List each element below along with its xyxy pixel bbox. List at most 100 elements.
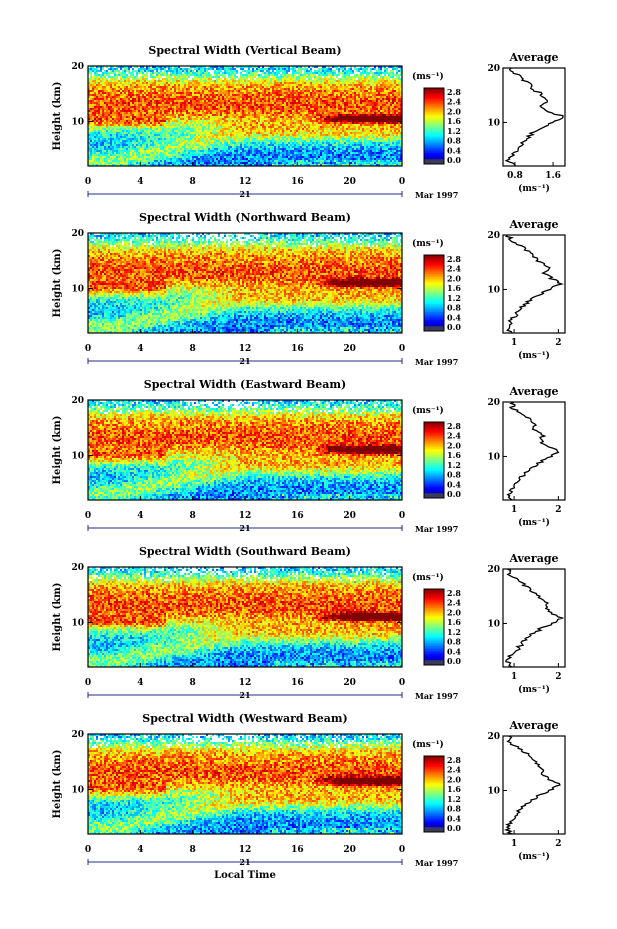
x-tick-label: 0: [399, 845, 405, 855]
x-tick-label: 8: [190, 177, 196, 187]
colorbar-swatch: [424, 639, 444, 642]
colorbar-swatch: [424, 642, 444, 645]
colorbar-swatch: [424, 126, 444, 128]
colorbar-swatch: [424, 620, 444, 623]
colorbar-tick-label: 1.6: [447, 617, 461, 627]
colorbar-swatch: [424, 296, 444, 299]
colorbar-swatch: [424, 773, 444, 776]
colorbar-swatch: [424, 814, 444, 817]
colorbar-swatch: [424, 652, 444, 655]
avg-x-tick-label: 1: [511, 505, 517, 515]
colorbar-tick-label: 2.4: [447, 264, 461, 274]
colorbar-swatch: [424, 323, 444, 326]
colorbar-swatch: [424, 474, 444, 477]
panel-title: Spectral Width (Vertical Beam): [148, 44, 341, 57]
x-tick-label: 20: [343, 678, 356, 688]
colorbar-swatch: [424, 429, 444, 432]
avg-y-tick-label: 20: [487, 732, 500, 742]
colorbar-swatch: [424, 657, 444, 660]
colorbar-swatch: [424, 116, 444, 119]
colorbar-swatch: [424, 129, 444, 132]
colorbar-swatch: [424, 816, 444, 819]
colorbar-swatch: [424, 767, 444, 770]
colorbar-swatch: [424, 455, 444, 458]
colorbar-swatch: [424, 469, 444, 472]
colorbar-swatch: [424, 485, 444, 488]
colorbar-swatch: [424, 130, 444, 133]
colorbar-swatch: [424, 441, 444, 443]
colorbar-swatch: [424, 107, 444, 109]
colorbar-swatch: [424, 162, 444, 165]
colorbar-swatch: [424, 466, 444, 469]
y-tick-label: 10: [71, 118, 84, 128]
colorbar-swatch: [424, 467, 444, 470]
avg-y-tick-label: 20: [487, 231, 500, 241]
colorbar-swatch: [424, 808, 444, 811]
colorbar-swatch: [424, 811, 444, 814]
x-tick-label: 16: [291, 177, 304, 187]
average-title: Average: [508, 552, 558, 565]
colorbar-unit: (ms⁻¹): [412, 71, 444, 82]
colorbar-tick-label: 0.0: [447, 155, 461, 165]
colorbar-swatch: [424, 122, 444, 125]
colorbar-swatch: [424, 141, 444, 144]
colorbar-swatch: [424, 824, 444, 827]
avg-y-tick-label: 10: [487, 786, 500, 796]
x-tick-label: 16: [291, 678, 304, 688]
colorbar-swatch: [424, 269, 444, 272]
average-frame: [502, 568, 566, 668]
colorbar-swatch: [424, 596, 444, 599]
colorbar-swatch: [424, 496, 444, 499]
colorbar-swatch: [424, 313, 444, 316]
average-title: Average: [508, 719, 558, 732]
panel-title: Spectral Width (Eastward Beam): [144, 378, 346, 391]
colorbar-unit: (ms⁻¹): [412, 572, 444, 583]
colorbar-swatch: [424, 312, 444, 314]
y-axis-label: Height (km): [52, 82, 63, 151]
colorbar-swatch: [424, 439, 444, 442]
colorbar-swatch: [424, 663, 444, 666]
avg-x-tick-label: 2: [555, 338, 561, 348]
colorbar-swatch: [424, 590, 444, 593]
colorbar-swatch: [424, 91, 444, 94]
average-profile-line: [503, 735, 561, 835]
average-profile-line: [506, 401, 560, 501]
colorbar-swatch: [424, 493, 444, 496]
y-tick-label: 20: [71, 62, 84, 72]
colorbar-tick-label: 2.0: [447, 607, 461, 617]
colorbar-swatch: [424, 100, 444, 103]
colorbar-swatch: [424, 121, 444, 124]
panel-3: Spectral Width (Southward Beam)2010Heigh…: [52, 545, 566, 701]
colorbar-swatch: [424, 628, 444, 631]
colorbar-swatch: [424, 650, 444, 653]
x-tick-label: 4: [137, 177, 143, 187]
colorbar-tick-label: 1.6: [447, 784, 461, 794]
colorbar-swatch: [424, 99, 444, 102]
colorbar-tick-label: 0.8: [447, 637, 461, 647]
x-tick-label: 12: [239, 511, 252, 521]
colorbar-swatch: [424, 800, 444, 803]
average-profile-line: [505, 568, 565, 668]
colorbar-swatch: [424, 787, 444, 790]
colorbar-swatch: [424, 655, 444, 658]
colorbar-swatch: [424, 137, 444, 140]
x-tick-label: 0: [85, 344, 91, 354]
day-label: 21: [239, 857, 250, 867]
x-tick-label: 16: [291, 845, 304, 855]
colorbar-swatch: [424, 423, 444, 426]
avg-x-axis-label: (ms⁻¹): [518, 851, 550, 862]
colorbar-swatch: [424, 600, 444, 603]
colorbar-unit: (ms⁻¹): [412, 739, 444, 750]
colorbar-swatch: [424, 285, 444, 288]
colorbar-swatch: [424, 757, 444, 760]
colorbar-swatch: [424, 604, 444, 607]
avg-x-axis-label: (ms⁻¹): [518, 684, 550, 695]
y-tick-label: 10: [71, 786, 84, 796]
colorbar-swatch: [424, 307, 444, 310]
x-tick-label: 0: [85, 177, 91, 187]
colorbar-tick-label: 2.8: [447, 421, 461, 431]
colorbar-swatch: [424, 762, 444, 765]
colorbar-swatch: [424, 612, 444, 615]
colorbar-swatch: [424, 431, 444, 434]
colorbar-swatch: [424, 488, 444, 491]
